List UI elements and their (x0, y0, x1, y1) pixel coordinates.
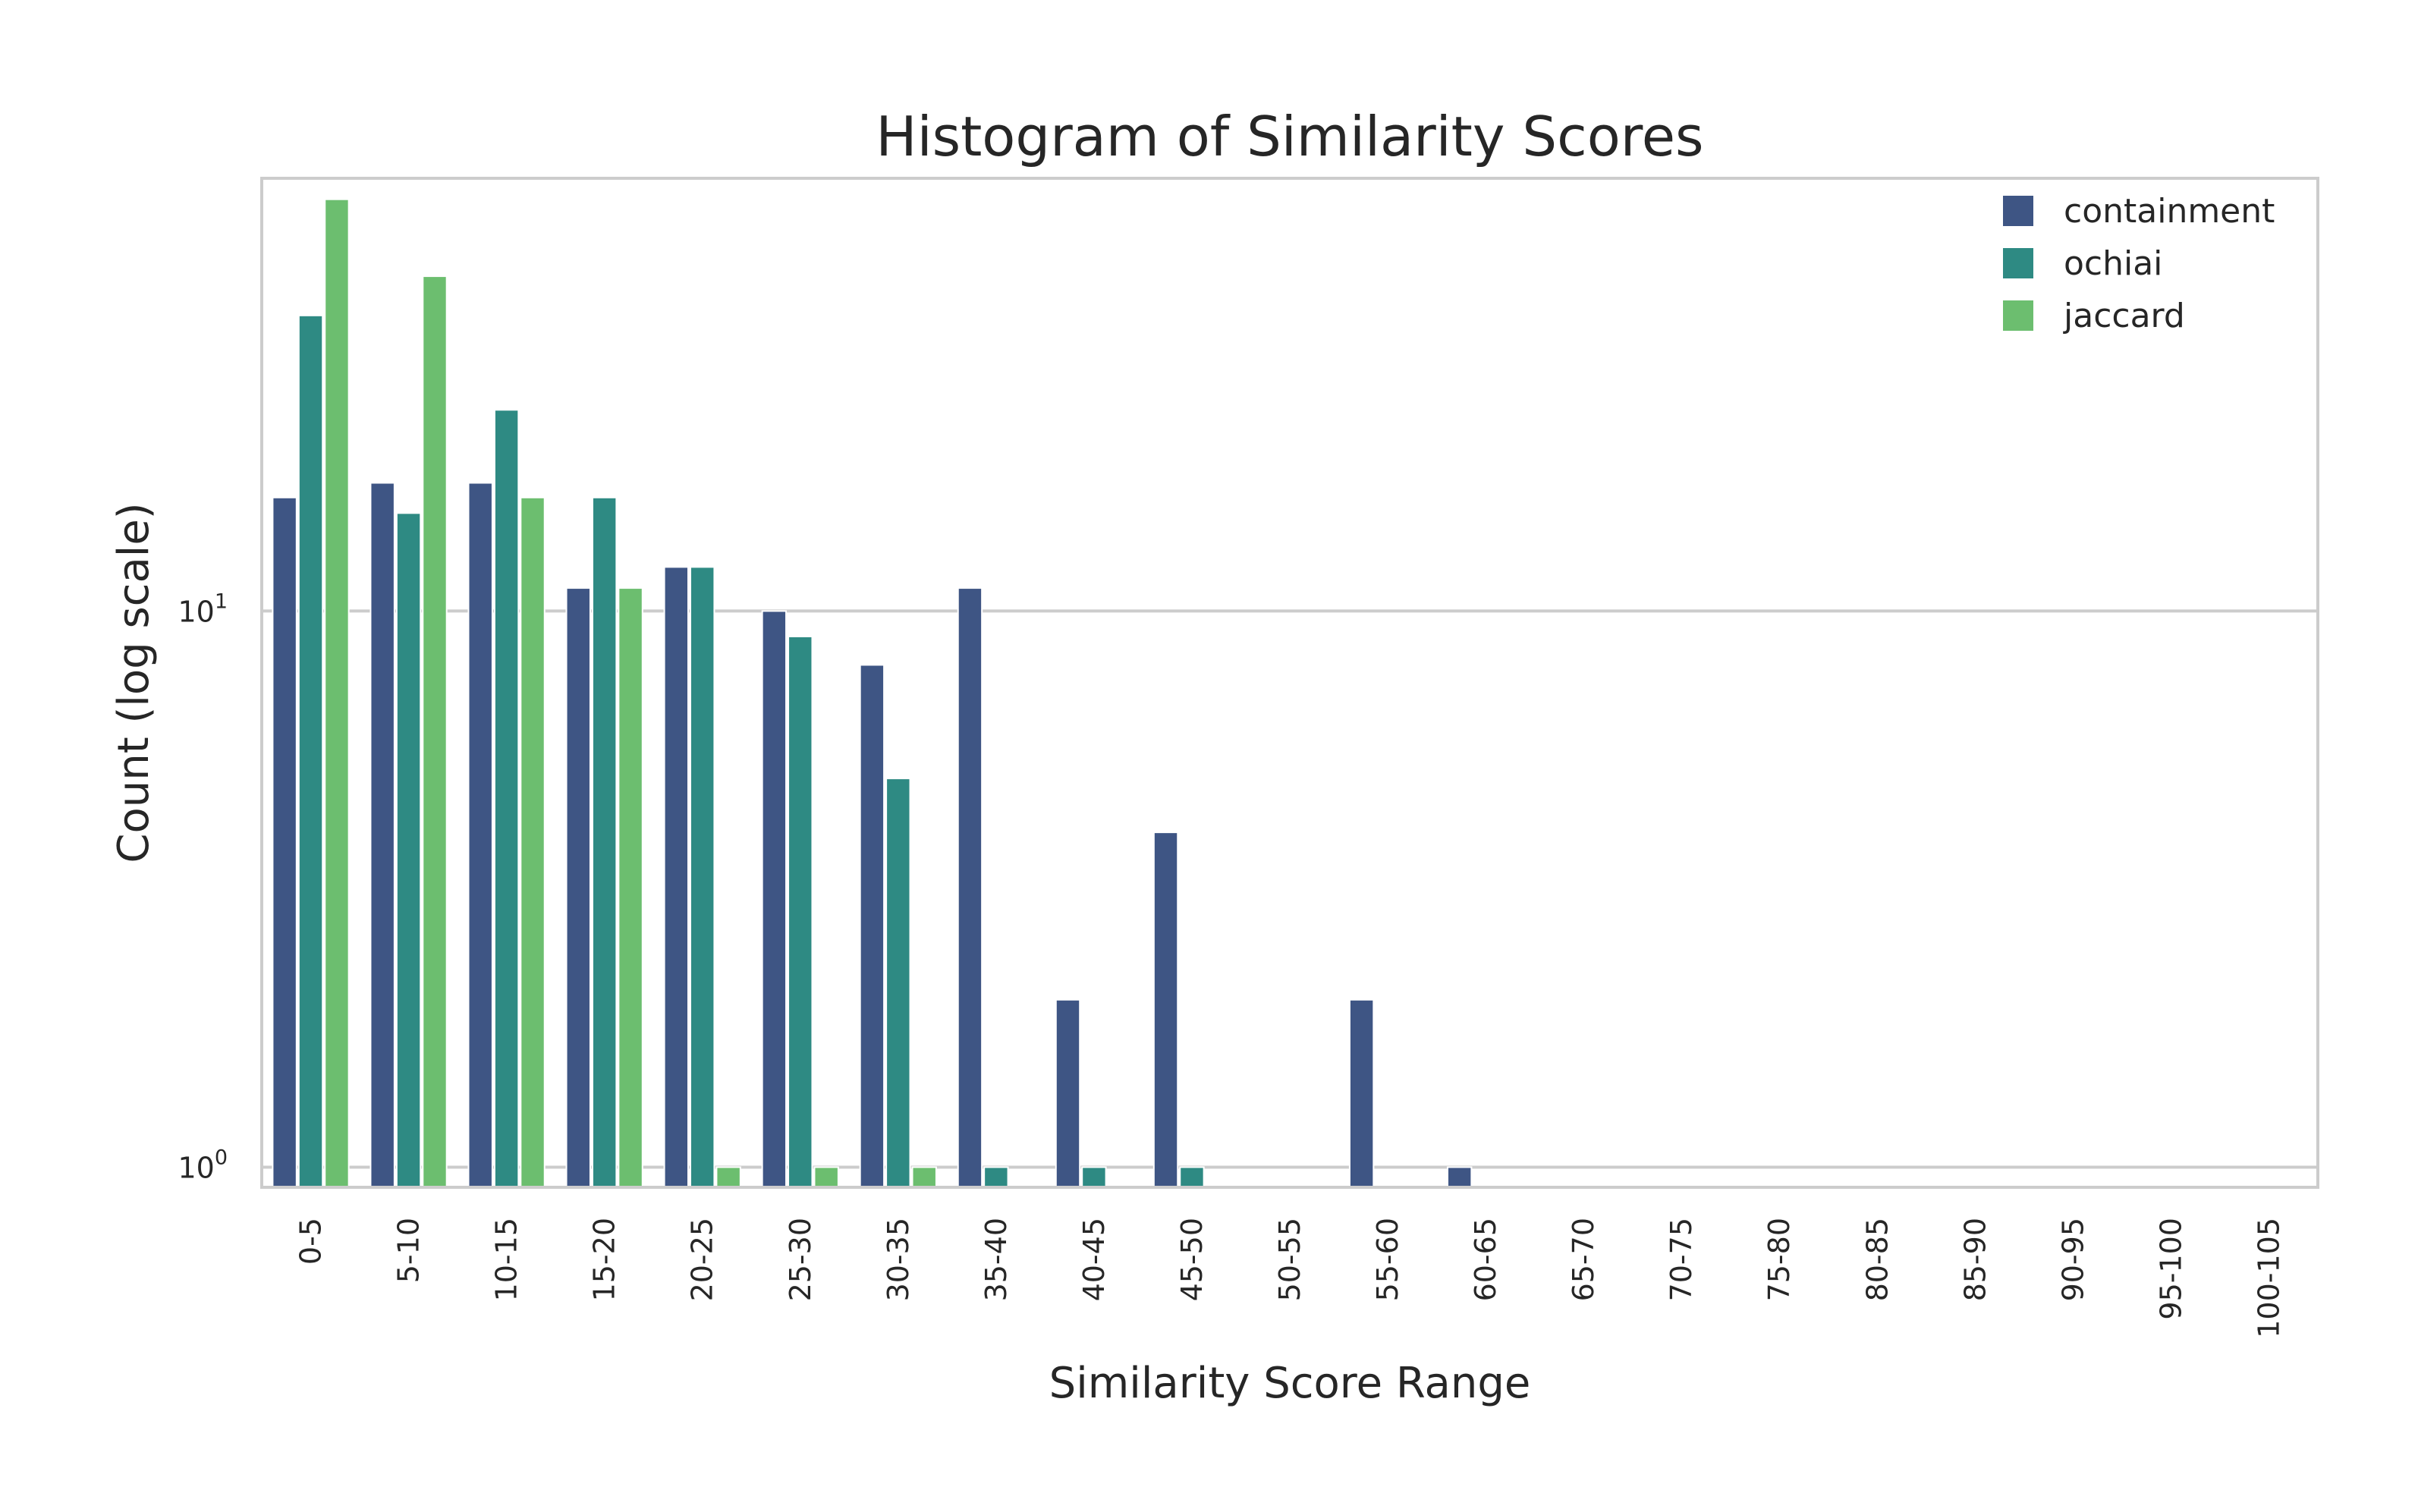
bar-jaccard-0-5 (324, 198, 350, 1188)
bar-containment-5-10 (369, 482, 395, 1188)
bar-containment-35-40 (957, 587, 983, 1188)
bar-containment-45-50 (1152, 831, 1179, 1189)
x-axis-title: Similarity Score Range (1049, 1359, 1531, 1408)
plot-frame (260, 177, 2319, 1189)
bar-containment-30-35 (859, 664, 885, 1188)
bar-jaccard-25-30 (813, 1166, 839, 1189)
legend-swatch-containment (2003, 196, 2033, 226)
bar-containment-10-15 (467, 482, 493, 1188)
bar-ochiai-25-30 (788, 635, 813, 1188)
bar-jaccard-15-20 (618, 587, 643, 1188)
x-tick-label: 45-50 (1175, 1218, 1209, 1301)
x-tick-label: 85-90 (1958, 1218, 1992, 1301)
x-tick-label: 90-95 (2056, 1218, 2089, 1301)
x-tick-label: 10-15 (490, 1218, 524, 1301)
bar-jaccard-30-35 (911, 1166, 937, 1189)
x-tick-label: 80-85 (1860, 1218, 1894, 1301)
bar-containment-15-20 (565, 587, 591, 1188)
legend: containment ochiai jaccard (2003, 192, 2275, 335)
y-axis-ticks: 100 101 (178, 589, 228, 1184)
x-tick-label: 60-65 (1469, 1218, 1502, 1301)
bars (272, 198, 1473, 1189)
chart-title: Histogram of Similarity Scores (876, 105, 1703, 168)
bar-ochiai-35-40 (983, 1166, 1009, 1189)
bar-containment-20-25 (663, 566, 690, 1188)
x-tick-label: 40-45 (1077, 1218, 1111, 1301)
x-tick-label: 0-5 (294, 1218, 328, 1265)
x-tick-label: 15-20 (588, 1218, 621, 1301)
x-tick-label: 25-30 (784, 1218, 817, 1301)
bar-containment-60-65 (1446, 1166, 1473, 1189)
x-tick-label: 75-80 (1762, 1218, 1796, 1301)
bar-ochiai-30-35 (885, 778, 911, 1188)
x-tick-label: 55-60 (1371, 1218, 1404, 1301)
x-tick-label: 30-35 (882, 1218, 915, 1301)
x-tick-label: 65-70 (1567, 1218, 1600, 1301)
bar-ochiai-10-15 (493, 409, 520, 1189)
bar-jaccard-10-15 (520, 496, 546, 1188)
x-tick-label: 50-55 (1273, 1218, 1306, 1301)
x-tick-label: 5-10 (392, 1218, 426, 1283)
x-tick-label: 100-105 (2252, 1218, 2285, 1338)
legend-label-ochiai: ochiai (2064, 244, 2162, 283)
legend-label-containment: containment (2064, 192, 2275, 231)
bar-containment-0-5 (272, 496, 297, 1188)
x-tick-label: 20-25 (686, 1218, 719, 1301)
x-tick-label: 70-75 (1665, 1218, 1698, 1301)
bar-containment-40-45 (1055, 998, 1081, 1189)
y-axis-title: Count (log scale) (109, 502, 159, 863)
bar-ochiai-15-20 (591, 496, 618, 1188)
bar-ochiai-45-50 (1179, 1166, 1205, 1189)
y-tick-label: 101 (178, 589, 228, 628)
bar-ochiai-40-45 (1081, 1166, 1107, 1189)
y-tick-label: 100 (178, 1146, 228, 1184)
bar-containment-25-30 (761, 610, 788, 1188)
legend-swatch-ochiai (2003, 248, 2033, 278)
legend-label-jaccard: jaccard (2063, 297, 2185, 335)
bar-ochiai-0-5 (297, 314, 324, 1188)
legend-swatch-jaccard (2003, 300, 2033, 331)
bar-jaccard-5-10 (422, 275, 448, 1189)
bar-ochiai-5-10 (395, 512, 422, 1188)
bar-ochiai-20-25 (690, 566, 715, 1188)
x-axis-ticks: 0-5 5-10 10-15 15-20 20-25 25-30 30-35 35-40 40-… (294, 1218, 2286, 1338)
bar-containment-55-60 (1348, 998, 1375, 1189)
x-tick-label: 35-40 (979, 1218, 1013, 1301)
bar-jaccard-20-25 (715, 1166, 741, 1189)
x-tick-label: 95-100 (2154, 1218, 2187, 1320)
